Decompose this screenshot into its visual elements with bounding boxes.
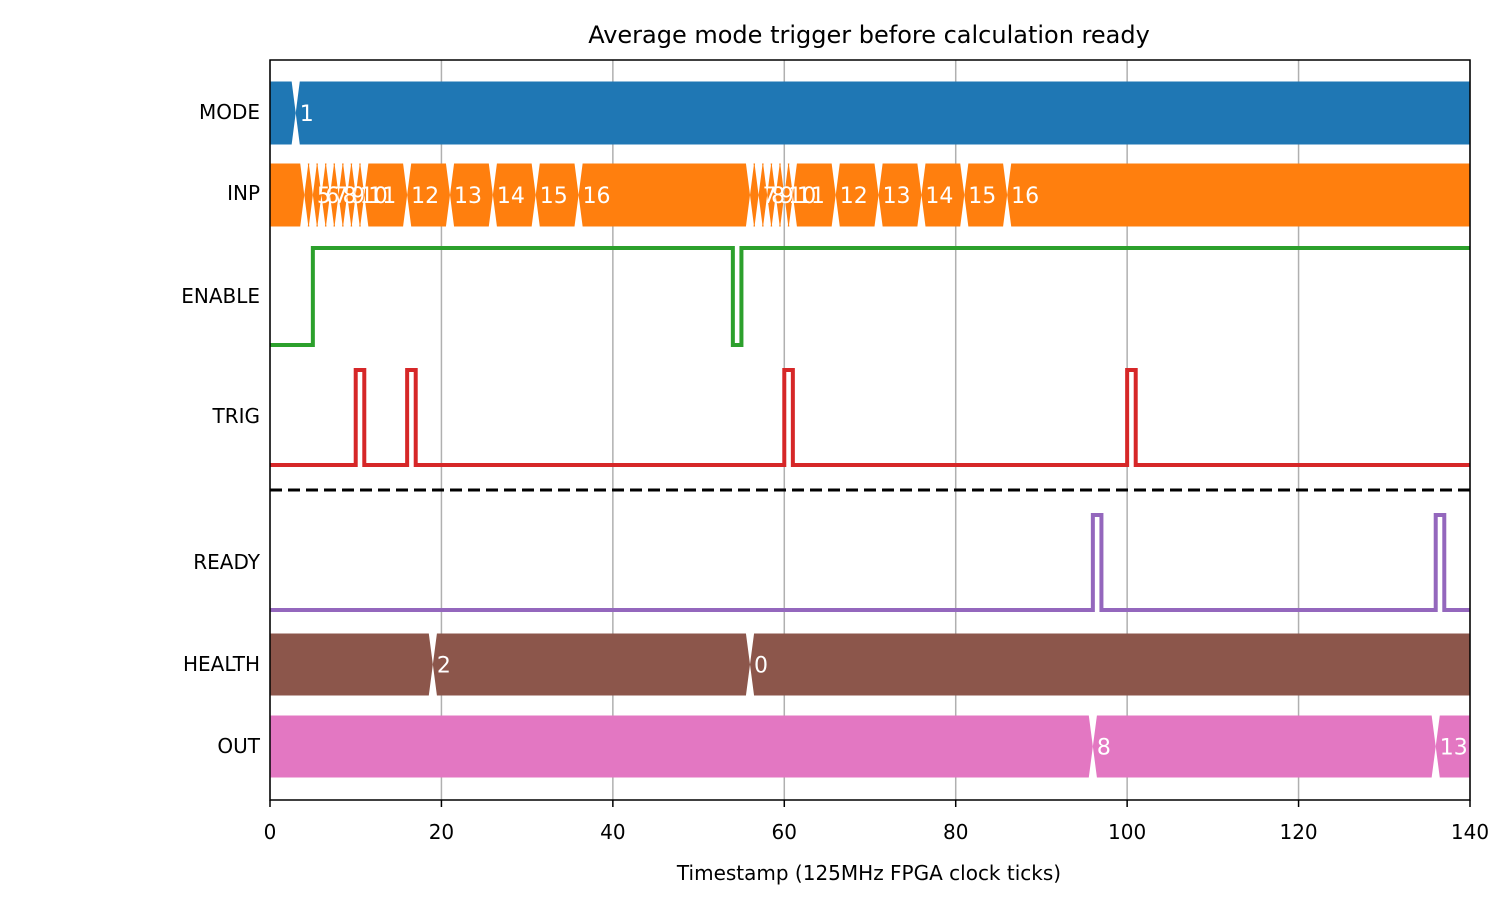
x-tick-label-100: 100 [1108, 820, 1146, 844]
ready-waveform [270, 513, 1470, 612]
health-segment [269, 633, 433, 696]
out-segment [269, 715, 1093, 778]
inp-value-label: 15 [540, 184, 568, 209]
health-value-label: 2 [437, 654, 451, 679]
inp-segment [338, 163, 348, 227]
inp-segment [749, 163, 759, 227]
inp-value-label: 7 [763, 184, 777, 209]
health-value-label: 0 [754, 654, 768, 679]
trig-waveform [270, 368, 1470, 467]
out-segment [1435, 715, 1471, 778]
inp-segment [449, 163, 493, 227]
inp-segment [878, 163, 922, 227]
mode-segment [295, 81, 1471, 145]
signal-mode: 1 [269, 81, 1471, 145]
inp-value-label: 8 [771, 184, 785, 209]
inp-segment [964, 163, 1008, 227]
inp-value-label: 10 [360, 184, 388, 209]
mode-value-label: 1 [300, 102, 314, 127]
enable-waveform [270, 246, 1470, 347]
inp-value-label: 5 [317, 184, 331, 209]
inp-segment [792, 163, 836, 227]
row-label-out: OUT [217, 734, 260, 758]
inp-value-label: 13 [883, 184, 911, 209]
x-tick-label-0: 0 [264, 820, 277, 844]
x-tick-label-80: 80 [943, 820, 968, 844]
inp-segment [355, 163, 365, 227]
inp-value-label: 14 [497, 184, 525, 209]
inp-segment [578, 163, 751, 227]
x-tick-label-20: 20 [429, 820, 454, 844]
inp-segment [1007, 163, 1471, 227]
inp-value-label: 13 [454, 184, 482, 209]
out-value-label: 8 [1097, 736, 1111, 761]
inp-value-label: 8 [343, 184, 357, 209]
signal-trig [270, 368, 1470, 467]
row-label-enable: ENABLE [181, 284, 260, 308]
row-label-ready: READY [193, 550, 261, 574]
health-segment [432, 633, 751, 696]
inp-value-label: 7 [334, 184, 348, 209]
inp-segment [835, 163, 879, 227]
inp-value-label: 15 [968, 184, 996, 209]
inp-value-label: 9 [351, 184, 365, 209]
inp-segment [364, 163, 408, 227]
inp-value-label: 9 [780, 184, 794, 209]
inp-segment [329, 163, 339, 227]
inp-value-label: 10 [788, 184, 816, 209]
inp-segment [784, 163, 793, 227]
inp-value-label: 12 [411, 184, 439, 209]
inp-value-label: 11 [368, 184, 396, 209]
inp-segment [321, 163, 331, 227]
row-labels: MODE INP ENABLE TRIG READY HEALTH OUT [181, 100, 261, 758]
x-tick-label-40: 40 [600, 820, 625, 844]
inp-segment [312, 163, 322, 227]
out-segment [1092, 715, 1436, 778]
out-value-label: 13 [1440, 736, 1468, 761]
inp-segment [775, 163, 785, 227]
inp-segment [347, 163, 356, 227]
inp-segment [304, 163, 313, 227]
mode-segment [269, 81, 296, 145]
signal-enable [270, 246, 1470, 347]
row-label-inp: INP [227, 181, 260, 205]
inp-value-label: 16 [583, 184, 611, 209]
x-axis: 0 20 40 60 80 100 120 140 [264, 800, 1489, 844]
inp-value-label: 11 [797, 184, 825, 209]
inp-segment [407, 163, 451, 227]
inp-value-label: 14 [925, 184, 953, 209]
row-label-mode: MODE [199, 100, 260, 124]
x-tick-label-60: 60 [772, 820, 797, 844]
x-tick-label-120: 120 [1279, 820, 1317, 844]
plot-frame [269, 59, 1471, 801]
inp-value-label: 6 [325, 184, 339, 209]
row-label-trig: TRIG [211, 404, 260, 428]
signal-ready [270, 513, 1470, 612]
signal-out: 8 13 [269, 715, 1471, 778]
inp-value-label: 16 [1011, 184, 1039, 209]
inp-segment [535, 163, 579, 227]
inp-segment [758, 163, 768, 227]
inp-segment [921, 163, 965, 227]
inp-value-label: 12 [840, 184, 868, 209]
chart-title: Average mode trigger before calculation … [588, 21, 1150, 49]
x-tick-label-140: 140 [1451, 820, 1489, 844]
inp-segment [269, 163, 305, 227]
x-axis-label: Timestamp (125MHz FPGA clock ticks) [676, 861, 1061, 885]
health-segment [749, 633, 1471, 696]
inp-segment [492, 163, 536, 227]
inp-segment [767, 163, 776, 227]
row-label-health: HEALTH [183, 652, 260, 676]
